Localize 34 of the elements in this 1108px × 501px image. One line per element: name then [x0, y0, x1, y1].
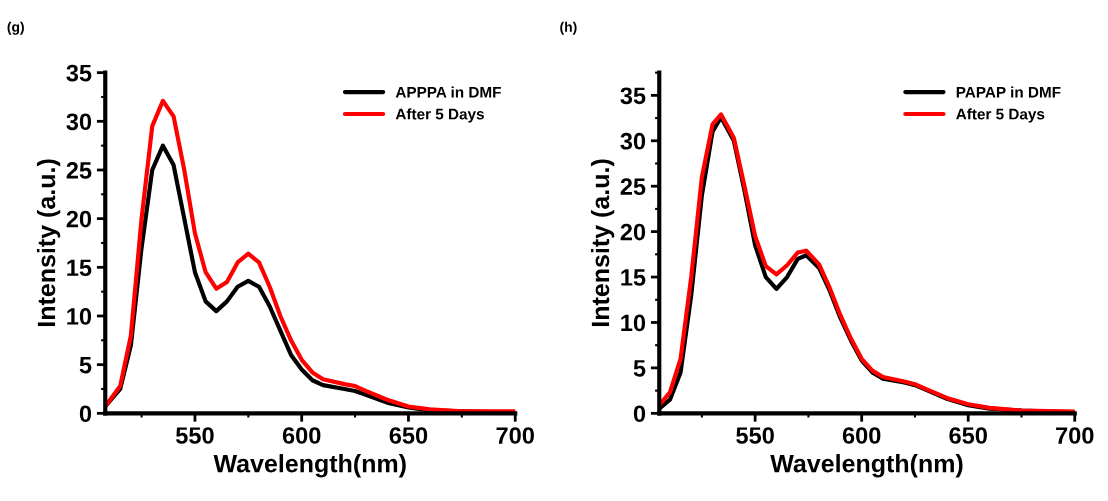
y-tick-label: 30	[66, 113, 92, 131]
y-tick-label: 20	[66, 210, 92, 228]
legend-label: PAPAP in DMF	[956, 86, 1061, 98]
legend-label: APPPA in DMF	[395, 86, 501, 98]
y-tick-label: 35	[620, 87, 646, 105]
y-tick-label: 20	[620, 223, 646, 241]
y-tick-label: 10	[67, 308, 92, 325]
x-axis-title: Wavelength(nm)	[770, 454, 963, 478]
legend-label: After 5 Days	[956, 108, 1045, 123]
y-tick-label: 5	[633, 360, 646, 377]
x-tick-label: 550	[175, 427, 214, 444]
y-tick-label: 15	[621, 269, 646, 286]
legend-label: After 5 Days	[395, 108, 484, 123]
x-tick-label: 650	[949, 427, 987, 444]
y-axis-title: Intensity (a.u.)	[590, 159, 615, 327]
x-tick-label: 600	[282, 427, 321, 444]
y-tick-label: 0	[633, 405, 646, 423]
y-tick-label: 35	[66, 64, 92, 82]
y-tick-label: 25	[66, 162, 92, 179]
y-tick-label: 25	[620, 178, 646, 195]
x-tick-label: 600	[842, 427, 881, 444]
y-axis-title: Intensity (a.u.)	[36, 159, 61, 327]
y-tick-label: 30	[620, 132, 646, 150]
x-axis-title: Wavelength(nm)	[213, 454, 406, 478]
chart-title: (g)	[7, 21, 24, 35]
x-tick-label: 650	[389, 427, 428, 444]
y-tick-label: 15	[67, 259, 92, 277]
chart-title: (h)	[560, 21, 577, 35]
y-tick-label: 5	[79, 356, 92, 374]
y-tick-label: 0	[79, 405, 92, 423]
x-tick-label: 550	[736, 427, 774, 444]
y-tick-label: 10	[621, 314, 646, 332]
x-tick-label: 700	[496, 427, 534, 444]
x-tick-label: 700	[1056, 427, 1094, 444]
